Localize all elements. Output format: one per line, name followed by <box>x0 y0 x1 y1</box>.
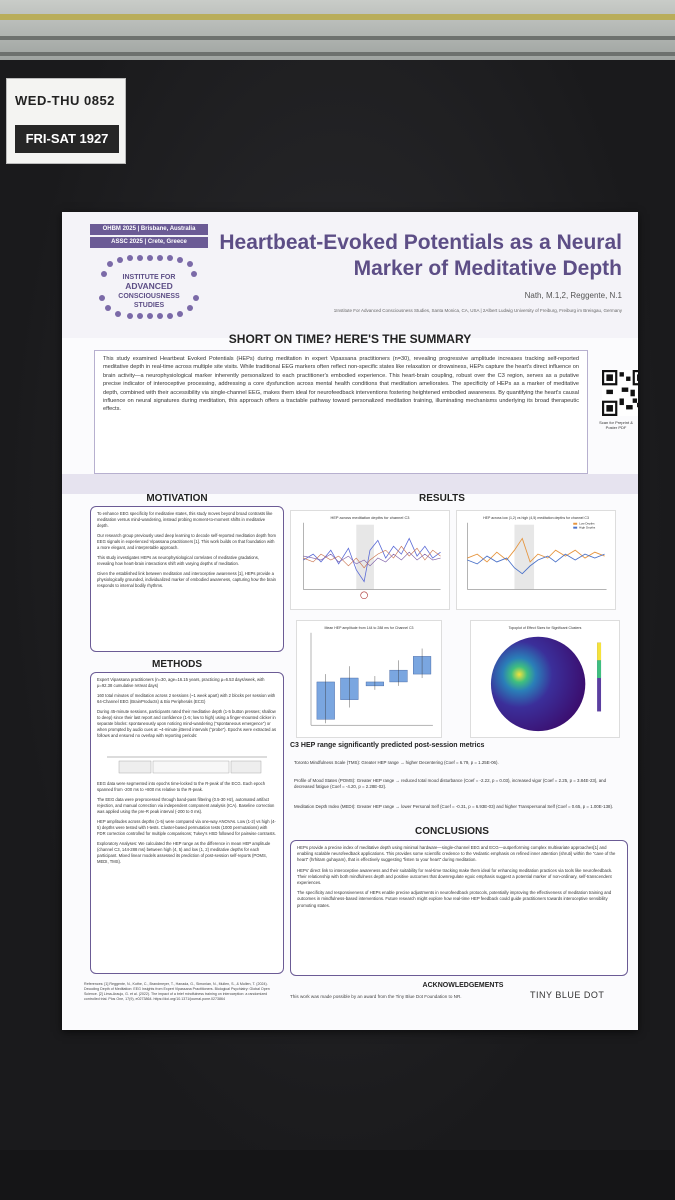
summary-heading: SHORT ON TIME? HERE'S THE SUMMARY <box>228 332 472 346</box>
methods-box: Expert Vipassana practitioners (n=30, ag… <box>90 672 284 974</box>
hep-depth-chart: HEP across meditation depths for channel… <box>290 510 450 610</box>
motivation-title: MOTIVATION <box>146 493 208 504</box>
booth-line2: FRI-SAT 1927 <box>15 125 119 153</box>
ceiling <box>0 0 675 62</box>
institute-logo: INSTITUTE FOR ADVANCED CONSCIOUSNESS STU… <box>99 255 199 319</box>
conference-badge-assc: ASSC 2025 | Crete, Greece <box>90 237 208 248</box>
methods-item: Exploratory Analyses: We calculated the … <box>97 841 271 864</box>
result-medi: Meditation Depth Index (MEDI): Greater H… <box>294 804 614 809</box>
motivation-item: This study investigates HEPs as neurophy… <box>97 555 259 566</box>
topoplot-chart: Topoplot of Effect Sizes for Significant… <box>470 620 620 738</box>
result-poms: Profile of Mood States (POMS): Greater H… <box>294 778 607 789</box>
chart4-title: Topoplot of Effect Sizes for Significant… <box>509 626 582 630</box>
conclusion-item: HEPs' direct link to interoceptive aware… <box>297 867 613 886</box>
chart1-title: HEP across meditation depths for channel… <box>331 515 410 520</box>
methods-title: METHODS <box>152 659 202 670</box>
chart3-title: Mean HEP amplitude from 144 to 288 ms fo… <box>324 626 413 630</box>
booth-line1: WED-THU 0852 <box>15 93 115 108</box>
svg-text:INSTITUTE FOR: INSTITUTE FOR <box>123 274 176 281</box>
ack-text: This work was made possible by an award … <box>290 994 462 999</box>
results-title: RESULTS <box>419 493 465 504</box>
methods-item: HEP amplitudes across depths (1-5) were … <box>97 819 276 836</box>
conclusions-box: HEPs provide a precise index of meditati… <box>290 840 628 976</box>
hep-low-high-chart: HEP across low (1,2) vs high (4,5) medit… <box>456 510 616 610</box>
ceiling-beam <box>0 36 675 40</box>
floor <box>0 1150 675 1200</box>
qr-label: Scan for Preprint & Poster PDF <box>599 420 633 430</box>
conclusion-item: HEPs provide a precise index of meditati… <box>297 845 616 863</box>
booth-sign: WED-THU 0852 FRI-SAT 1927 <box>6 78 126 164</box>
motivation-box: To enhance EEG specificity for meditativ… <box>90 506 284 652</box>
summary-text: This study examined Heartbeat Evoked Pot… <box>94 350 588 474</box>
poster-title: Heartbeat-Evoked Potentials as a Neural … <box>219 231 622 280</box>
svg-text:CONSCIOUSNESS: CONSCIOUSNESS <box>118 293 180 300</box>
methods-item: During 45-minute sessions, participants … <box>97 709 277 738</box>
references: References: [1] Reggente, N., Kothe, C.,… <box>84 982 270 1001</box>
motivation-item: To enhance EEG specificity for meditativ… <box>97 511 273 528</box>
ceiling-rail <box>0 14 675 20</box>
epoch-diagram <box>107 756 267 774</box>
hep-boxplot-chart: Mean HEP amplitude from 144 to 288 ms fo… <box>296 620 442 738</box>
result-tms: Toronto Mindfulness Scale (TMS): Greater… <box>294 760 499 765</box>
qr-code <box>602 370 638 416</box>
motivation-item: Given the established link between medit… <box>97 571 277 588</box>
poster: OHBM 2025 | Brisbane, Australia ASSC 202… <box>62 212 638 1030</box>
methods-item: Expert Vipassana practitioners (n=30, ag… <box>97 677 265 688</box>
methods-item: The EEG data were preprocessed through b… <box>97 797 275 814</box>
svg-text:STUDIES: STUDIES <box>134 302 165 309</box>
methods-item: EEG data were segmented into epochs time… <box>97 781 266 792</box>
ack-title: ACKNOWLEDGEMENTS <box>422 982 504 989</box>
conclusion-item: The specificity and responsiveness of HE… <box>297 890 612 908</box>
conclusions-title: CONCLUSIONS <box>415 826 489 837</box>
authors: Nath, M.1,2, Reggente, N.1 <box>524 291 622 300</box>
c3-heading: C3 HEP range significantly predicted pos… <box>290 742 485 749</box>
affiliations: 1Institute For Advanced Consciousness St… <box>333 308 622 313</box>
svg-text:ADVANCED: ADVANCED <box>125 281 173 291</box>
section-band <box>62 474 638 494</box>
ceiling-beam <box>0 52 675 56</box>
chart2-title: HEP across low (1,2) vs high (4,5) medit… <box>483 516 589 520</box>
legend-low: Low Depths <box>579 522 595 526</box>
methods-item: 160 total minutes of meditation across 2… <box>97 693 276 704</box>
motivation-item: Our research group previously used deep … <box>97 533 277 550</box>
conference-badge-ohbm: OHBM 2025 | Brisbane, Australia <box>90 224 208 235</box>
tiny-blue-dot-logo: TINY BLUE DOT <box>530 990 605 1000</box>
legend-high: High Depths <box>579 526 596 530</box>
